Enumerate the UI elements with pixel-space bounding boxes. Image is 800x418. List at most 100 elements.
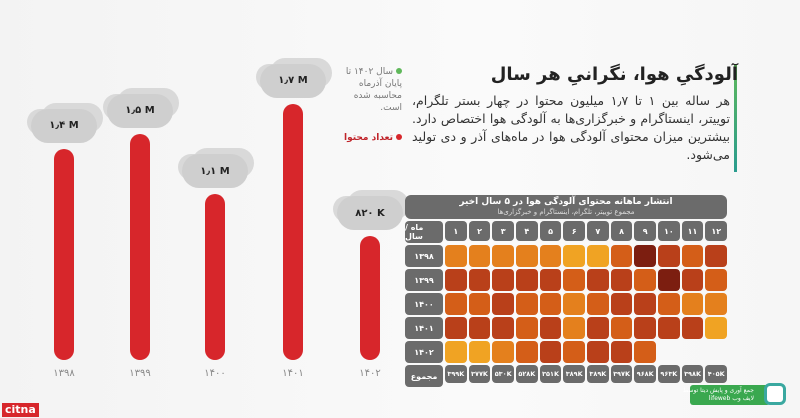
- heatmap-cell: [563, 341, 586, 363]
- heatmap-row: ۱۳۹۹: [405, 269, 728, 291]
- heatmap-cell: [658, 269, 680, 291]
- month-total: ۳۹۷K: [610, 365, 633, 383]
- heatmap-cell: [587, 269, 609, 291]
- heatmap-cell: [492, 269, 515, 291]
- brand-name: lifeweb: [708, 395, 731, 402]
- heatmap-cell: [658, 317, 680, 339]
- year-label: ۱۳۹۹: [405, 269, 443, 291]
- month-header: ۱۱: [681, 221, 704, 241]
- brand-text: جمع آوری و پایش دیتا توسط: [682, 387, 754, 394]
- accent-line: [734, 64, 737, 172]
- lifeweb-badge: جمع آوری و پایش دیتا توسط لایف وب lifeweb: [682, 385, 770, 405]
- heatmap-cell: [587, 341, 609, 363]
- heatmap-cell: [445, 317, 467, 339]
- heatmap-cell: [445, 245, 467, 267]
- legend-note-text: سال ۱۴۰۲ تا پایان آذرماه محاسبه شده است.: [345, 67, 402, 113]
- heatmap-cell: [563, 293, 586, 315]
- month-header: ۶: [563, 221, 586, 241]
- heatmap-cell: [634, 341, 657, 363]
- month-total: ۹۶۸K: [634, 365, 657, 383]
- data-label-cloud: ۸۲۰ K: [337, 196, 403, 231]
- month-header: ۷: [587, 221, 609, 241]
- heatmap-cell: [468, 317, 491, 339]
- data-label-cloud: ۱٫۷ M: [260, 63, 326, 98]
- heatmap-cell: [634, 269, 657, 291]
- heatmap-cell: [539, 269, 562, 291]
- x-tick-label: ۱۳۹۹: [129, 368, 151, 379]
- heatmap-cell: [610, 269, 633, 291]
- heatmap-cell: [587, 245, 609, 267]
- corner-label: ماه / سال: [405, 221, 443, 243]
- month-header: ۱۲: [705, 221, 728, 241]
- bar-3: [283, 103, 303, 360]
- description: هر ساله بین ۱ تا ۱٫۷ میلیون محتوا در چها…: [412, 93, 730, 162]
- heatmap-cell: [658, 245, 680, 267]
- brand-fa: لایف وب: [732, 395, 754, 402]
- bar-4: [360, 236, 380, 360]
- month-total: ۳۸۹K: [587, 365, 609, 383]
- heatmap-cell: [705, 341, 727, 363]
- heatmap-subtitle: مجموع توییتر، تلگرام، اینستاگرام و خبرگز…: [497, 208, 635, 216]
- heatmap-cell: [492, 245, 515, 267]
- heatmap-row: ۱۳۹۸: [405, 245, 728, 267]
- heatmap-cell: [681, 293, 704, 315]
- x-tick-label: ۱۴۰۲: [359, 368, 381, 379]
- heatmap-cell: [516, 341, 538, 363]
- heatmap-cell: [492, 341, 515, 363]
- month-header: ۱۰: [658, 221, 680, 241]
- month-header: ۵: [539, 221, 562, 241]
- heatmap-cell: [681, 245, 704, 267]
- bar-2: [205, 194, 225, 360]
- heatmap-cell: [705, 293, 728, 315]
- month-header: ۱: [445, 221, 467, 241]
- heatmap-cell: [610, 341, 633, 363]
- heatmap-cell: [658, 293, 680, 315]
- data-label-cloud: ۱٫۱ M: [182, 154, 248, 189]
- month-total: ۳۹۹K: [445, 365, 467, 383]
- heatmap-cell: [468, 341, 491, 363]
- heatmap-cell: [705, 269, 728, 291]
- heatmap-grid: ماه / سال ۱ ۲ ۳ ۴ ۵ ۶ ۷ ۸ ۹ ۱۰ ۱۱ ۱۲ ۱۳۹۸ ۱۳۹۹ ۱۴۰۰ ۱۴۰۱…: [405, 221, 728, 387]
- heatmap-cell: [516, 317, 538, 339]
- heatmap-cell: [563, 317, 586, 339]
- heatmap-cell: [445, 269, 467, 291]
- heatmap-cell: [634, 245, 657, 267]
- month-header: ۸: [610, 221, 633, 241]
- data-label-cloud: ۱٫۴ M: [31, 108, 97, 143]
- heatmap-cell: [681, 317, 704, 339]
- heatmap-cell: [445, 293, 467, 315]
- heatmap-cell: [563, 269, 586, 291]
- x-tick-label: ۱۳۹۸: [53, 368, 75, 379]
- month-total: ۳۵۱K: [539, 365, 562, 383]
- heatmap-cell: [539, 341, 562, 363]
- heatmap-cell: [705, 317, 728, 339]
- legend-series-text: تعداد محتوا: [344, 133, 393, 143]
- heatmap-cell: [705, 245, 728, 267]
- total-label: مجموع: [405, 365, 443, 387]
- legend-note: سال ۱۴۰۲ تا پایان آذرماه محاسبه شده است.: [332, 66, 402, 114]
- heatmap-cell: [682, 341, 704, 363]
- heatmap-cell: [492, 293, 515, 315]
- heatmap-cell: [658, 341, 680, 363]
- heatmap-cell: [587, 317, 609, 339]
- month-header-row: ماه / سال ۱ ۲ ۳ ۴ ۵ ۶ ۷ ۸ ۹ ۱۰ ۱۱ ۱۲: [405, 221, 728, 243]
- heatmap-cell: [610, 317, 633, 339]
- month-header: ۴: [516, 221, 538, 241]
- month-total: ۳۸۹K: [563, 365, 586, 383]
- month-total: ۵۲۸K: [516, 365, 538, 383]
- heatmap-cell: [492, 317, 515, 339]
- month-total: ۳۷۷K: [468, 365, 491, 383]
- month-header: ۲: [468, 221, 491, 241]
- month-total: ۴۰۵K: [705, 365, 728, 383]
- year-label: ۱۴۰۰: [405, 293, 443, 315]
- heatmap-cell: [587, 293, 609, 315]
- heatmap-row: ۱۴۰۲: [405, 341, 727, 363]
- month-total: ۹۶۳K: [658, 365, 680, 383]
- heatmap-row: ۱۴۰۱: [405, 317, 728, 339]
- heatmap-cell: [539, 293, 562, 315]
- heatmap-cell: [468, 293, 491, 315]
- citna-logo: citna: [2, 403, 39, 417]
- month-total: ۳۹۸K: [681, 365, 704, 383]
- heatmap-cell: [468, 245, 491, 267]
- heatmap-cell: [563, 245, 586, 267]
